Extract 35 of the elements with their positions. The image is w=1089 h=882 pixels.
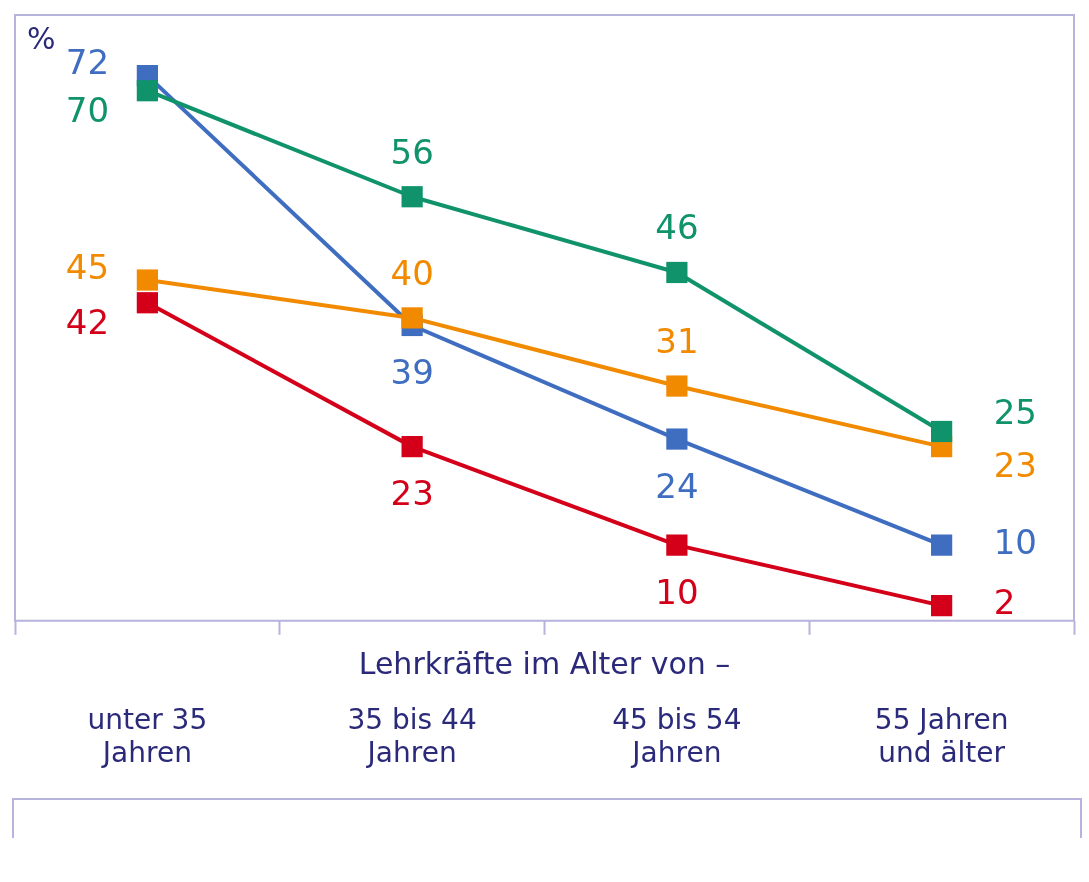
x-tick-label: 45 bis 54 Jahren xyxy=(612,702,742,770)
data-label: 40 xyxy=(390,252,434,293)
y-axis-title: % xyxy=(27,20,56,56)
point xyxy=(931,534,953,556)
data-label: 45 xyxy=(65,246,110,287)
data-label: 56 xyxy=(390,131,434,172)
data-label: 24 xyxy=(655,465,699,506)
data-label: 42 xyxy=(65,301,110,342)
point xyxy=(136,80,158,102)
x-axis-title: Lehrkräfte im Alter von – xyxy=(358,645,731,681)
data-label: 25 xyxy=(993,392,1037,433)
point xyxy=(136,292,158,314)
point xyxy=(666,261,688,284)
data-label: 10 xyxy=(993,521,1037,562)
data-label: 2 xyxy=(993,582,1016,623)
data-label: 70 xyxy=(65,89,110,130)
point xyxy=(666,534,688,556)
data-label: 46 xyxy=(655,207,699,248)
data-label: 23 xyxy=(390,473,434,514)
point xyxy=(136,269,158,291)
point xyxy=(666,375,688,397)
x-tick-label: 55 Jahren und älter xyxy=(874,702,1009,770)
point xyxy=(401,436,423,458)
data-label: 72 xyxy=(65,42,110,83)
data-label: 10 xyxy=(655,571,699,612)
point xyxy=(401,307,423,329)
point xyxy=(931,595,953,617)
x-tick-label: 35 bis 44 Jahren xyxy=(347,702,477,770)
point xyxy=(931,420,953,443)
x-tick-label: unter 35 Jahren xyxy=(87,702,208,770)
data-label: 31 xyxy=(655,320,699,361)
point xyxy=(666,428,688,450)
data-label: 39 xyxy=(390,352,434,393)
point xyxy=(401,186,423,208)
data-label: 23 xyxy=(993,445,1037,486)
